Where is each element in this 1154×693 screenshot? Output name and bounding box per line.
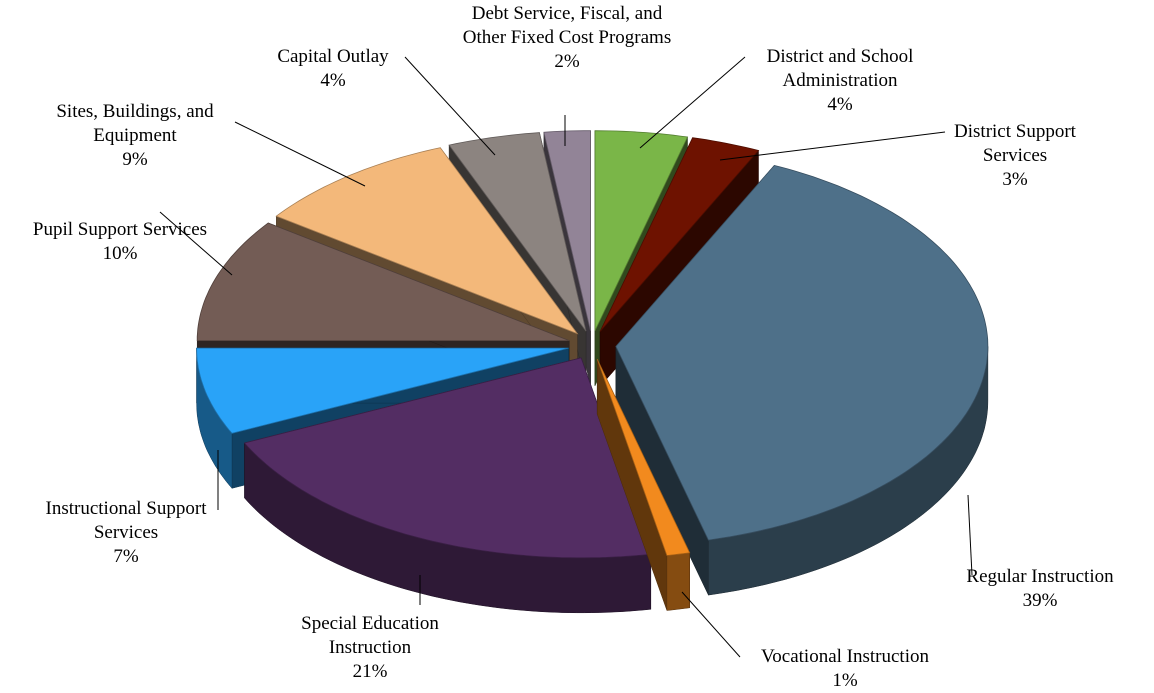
value-label: 39% [1022,590,1058,611]
slice-label: Pupil Support Services 10% [0,218,240,266]
leader-line [681,591,741,658]
leader-line [404,56,496,156]
category-label: Sites, Buildings, and Equipment [56,101,214,146]
leader-line [639,56,746,149]
slice [543,130,591,331]
slice [196,222,570,341]
value-label: 9% [122,149,148,170]
value-label: 4% [320,70,346,91]
category-label: Regular Instruction [966,566,1114,587]
category-label: District Support Services [954,121,1076,166]
slice [196,347,569,434]
leader-line [234,121,366,187]
slice-label: Special Education Instruction 21% [270,612,470,684]
slice-label: Regular Instruction 39% [940,565,1140,613]
category-label: Vocational Instruction [761,646,929,667]
slice [448,132,587,332]
slice [615,164,989,541]
category-label: Instructional Support Services [45,498,207,543]
leader-line [967,494,973,576]
category-label: Pupil Support Services [32,219,208,240]
category-label: Capital Outlay [277,46,389,67]
slice [275,147,579,335]
slice-label: Capital Outlay 4% [253,45,413,93]
slice [594,130,689,331]
slice-wall [666,552,690,611]
value-label: 10% [102,243,138,264]
value-label: 1% [832,670,858,691]
value-label: 2% [554,51,580,72]
category-label: Debt Service, Fiscal, and Other Fixed Co… [462,3,672,48]
value-label: 3% [1002,169,1028,190]
leader-line [159,211,233,276]
category-label: District and School Administration [766,46,914,91]
slice-label: Instructional Support Services 7% [11,497,241,569]
slice [599,137,760,332]
slice-label: Vocational Instruction 1% [725,645,965,693]
value-label: 4% [827,94,853,115]
leader-line [719,131,946,161]
slice-label: District and School Administration 4% [740,45,940,117]
value-label: 21% [352,661,388,682]
value-label: 7% [113,546,139,567]
slice [596,358,691,556]
slice-label: Debt Service, Fiscal, and Other Fixed Co… [457,2,677,74]
category-label: Special Education Instruction [301,613,439,658]
slice [243,357,652,559]
slice-label: Sites, Buildings, and Equipment 9% [20,100,250,172]
slice-label: District Support Services 3% [935,120,1095,192]
